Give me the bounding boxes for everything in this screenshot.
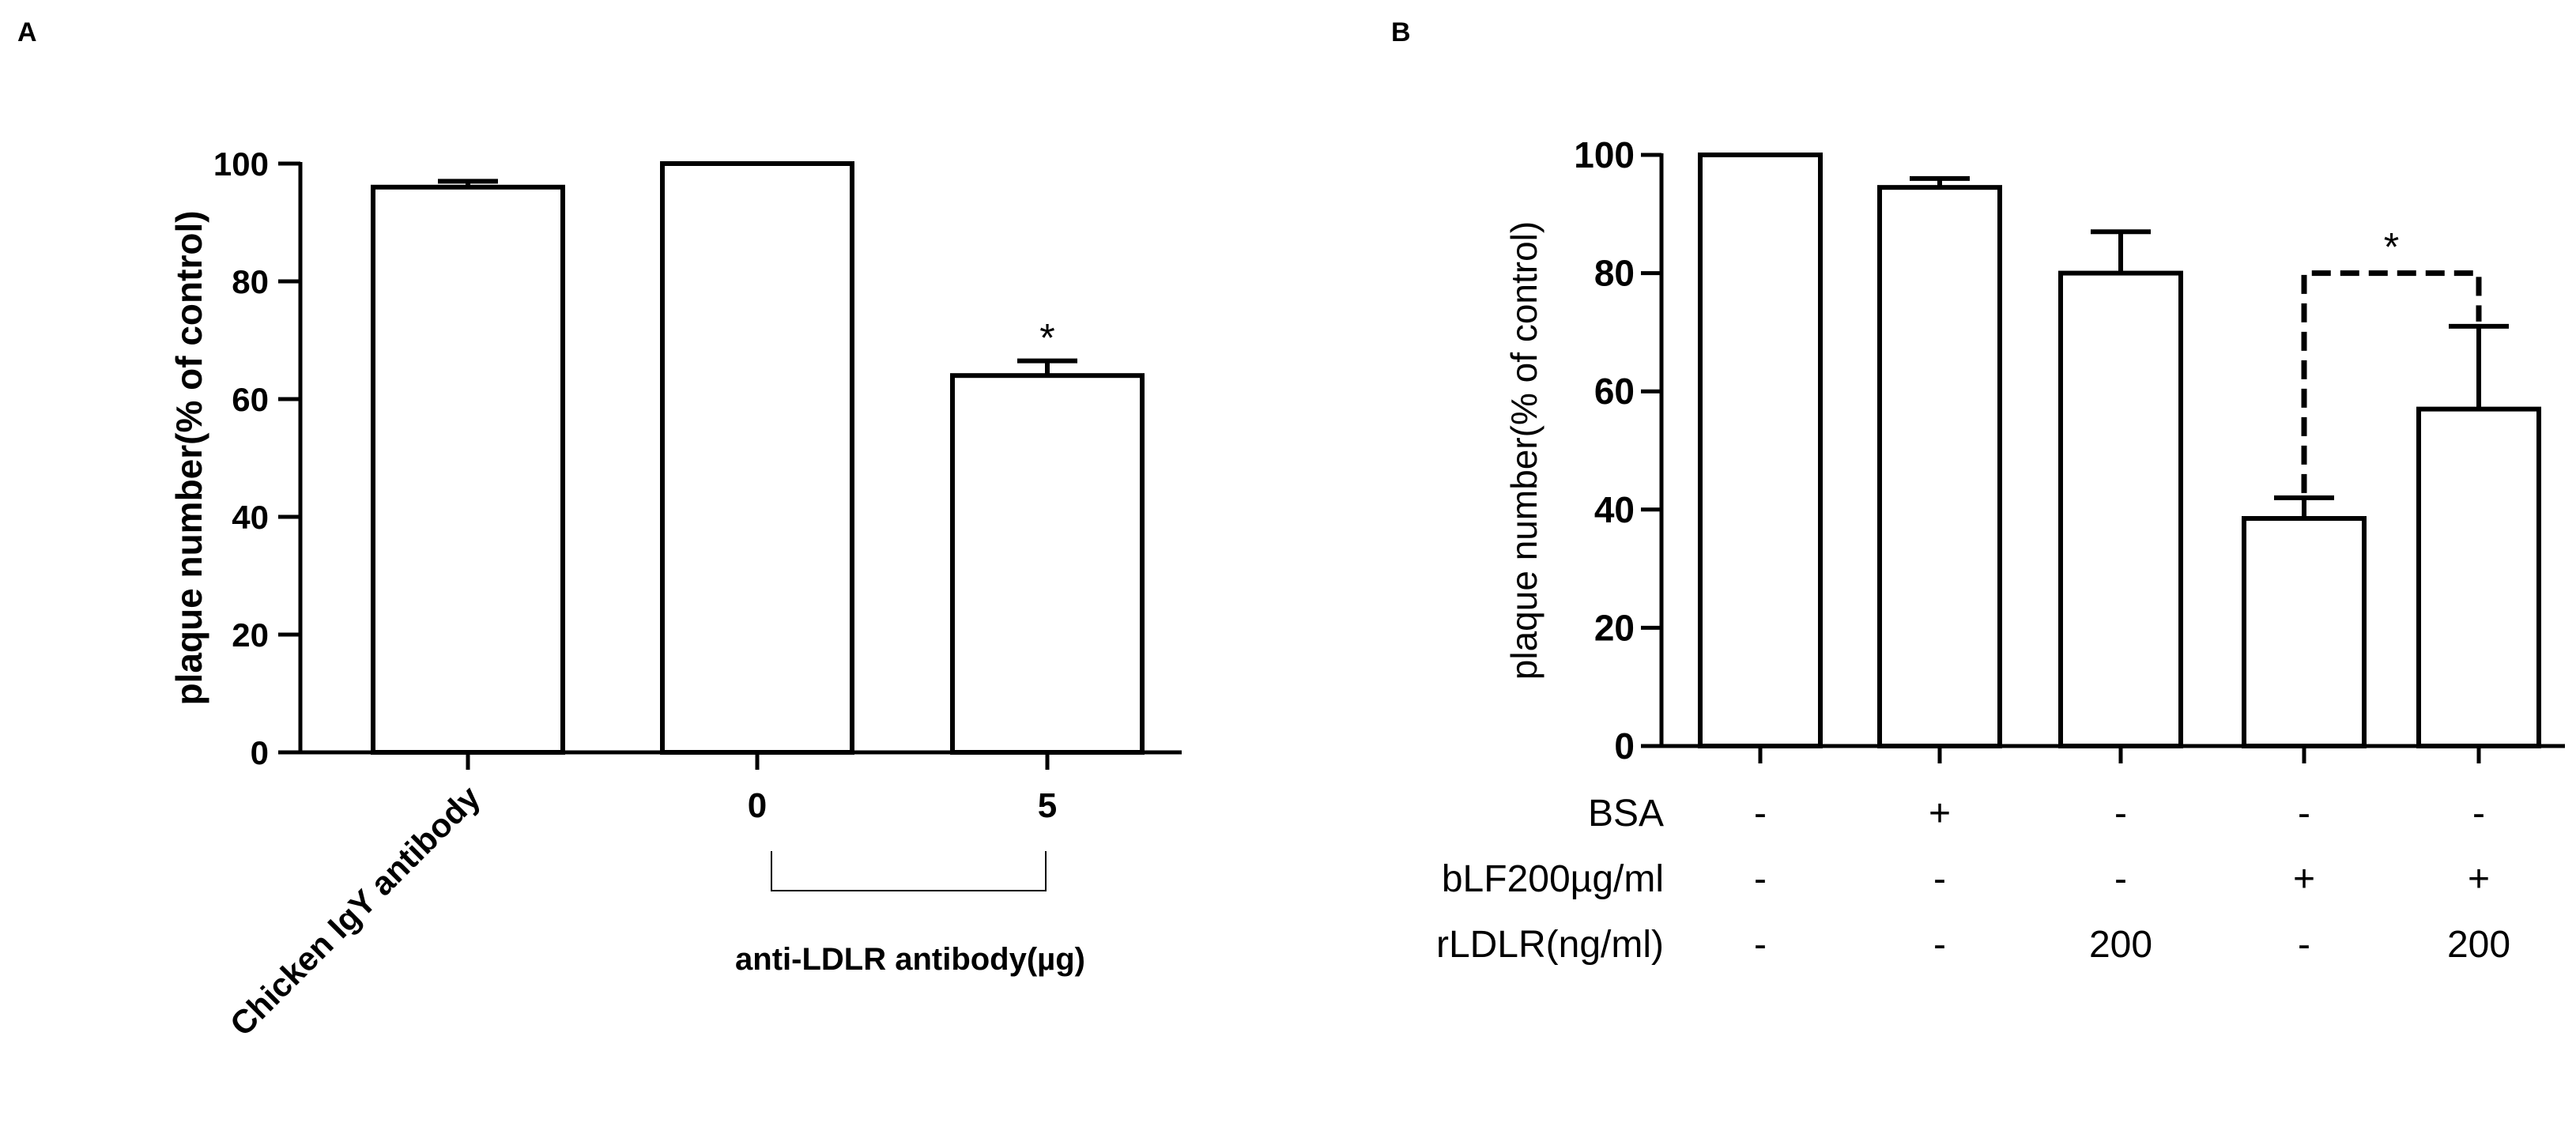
bar-b	[2416, 406, 2541, 748]
condition-cell: +	[2293, 858, 2315, 900]
condition-cell: -	[1754, 858, 1767, 900]
condition-cell: +	[2468, 858, 2490, 900]
significance-marker-b: *	[2384, 225, 2399, 269]
bar-a	[371, 184, 565, 756]
condition-cell: -	[2472, 793, 2485, 835]
bar-b	[1877, 185, 2002, 748]
condition-cell: +	[1929, 793, 1951, 835]
condition-cell: -	[2114, 858, 2127, 900]
condition-row-label: BSA	[1588, 793, 1664, 835]
y-tick-label-a: 40	[232, 499, 269, 536]
x-label-a: 5	[1038, 786, 1057, 825]
bars-b	[1698, 153, 2541, 763]
panel-label-a: A	[17, 17, 37, 47]
y-axis-label-a: plaque number(% of control)	[168, 210, 209, 705]
y-tick-label-a: 80	[232, 263, 269, 300]
bar-b	[2058, 270, 2183, 749]
condition-row-label: bLF200µg/ml	[1442, 858, 1664, 900]
y-axis-label-b: plaque number(% of control)	[1503, 221, 1544, 680]
x-label-a: 0	[748, 786, 767, 825]
x-label-a: Chicken IgY antibody	[223, 778, 488, 1043]
y-tick-label-a: 60	[232, 381, 269, 418]
condition-cell: 200	[2089, 924, 2152, 966]
chart-panel-b: 0 20 40 60 80 100 plaque number(% of control)…	[1436, 134, 2565, 966]
y-tick-label-a: 20	[232, 616, 269, 654]
x-labels-a: Chicken IgY antibody 0 5	[223, 778, 1058, 1043]
chart-panel-a: 0 20 40 60 80 100 plaque number(% of control)…	[168, 145, 1182, 1043]
bar-a	[660, 161, 854, 755]
y-tick-label-b: 100	[1574, 134, 1635, 175]
condition-cell: 200	[2447, 924, 2510, 966]
panel-label-b: B	[1391, 17, 1411, 47]
y-ticks-b: 0 20 40 60 80 100	[1574, 134, 1661, 767]
group-bracket-a	[771, 851, 1047, 891]
y-tick-label-b: 80	[1594, 253, 1635, 294]
y-tick-label-b: 60	[1594, 371, 1635, 412]
condition-cell: -	[2114, 793, 2127, 835]
bar-b	[2242, 516, 2367, 749]
bar-a	[950, 373, 1145, 755]
y-ticks-a: 0 20 40 60 80 100	[213, 145, 300, 771]
condition-cell: -	[1933, 858, 1946, 900]
condition-table-b: BSA - + - - - bLF200µg/ml - - - + + rLDLR(ng/ml) - - 20…	[1436, 793, 2510, 966]
condition-cell: -	[1933, 924, 1946, 966]
condition-row-label: rLDLR(ng/ml)	[1436, 924, 1664, 966]
condition-cell: -	[2298, 793, 2310, 835]
y-tick-label-a: 0	[251, 734, 269, 771]
y-tick-label-b: 20	[1594, 607, 1635, 648]
condition-cell: -	[1754, 924, 1767, 966]
bar-b	[1698, 153, 1823, 748]
condition-cell: -	[1754, 793, 1767, 835]
significance-comparison-b: *	[2301, 225, 2482, 493]
y-tick-label-b: 40	[1594, 489, 1635, 530]
bars-a: *	[371, 161, 1145, 770]
group-label-a: anti-LDLR antibody(µg)	[735, 942, 1085, 977]
y-tick-label-b: 0	[1614, 725, 1635, 767]
significance-marker-a: *	[1039, 316, 1054, 360]
condition-cell: -	[2298, 924, 2310, 966]
y-tick-label-a: 100	[213, 145, 269, 183]
